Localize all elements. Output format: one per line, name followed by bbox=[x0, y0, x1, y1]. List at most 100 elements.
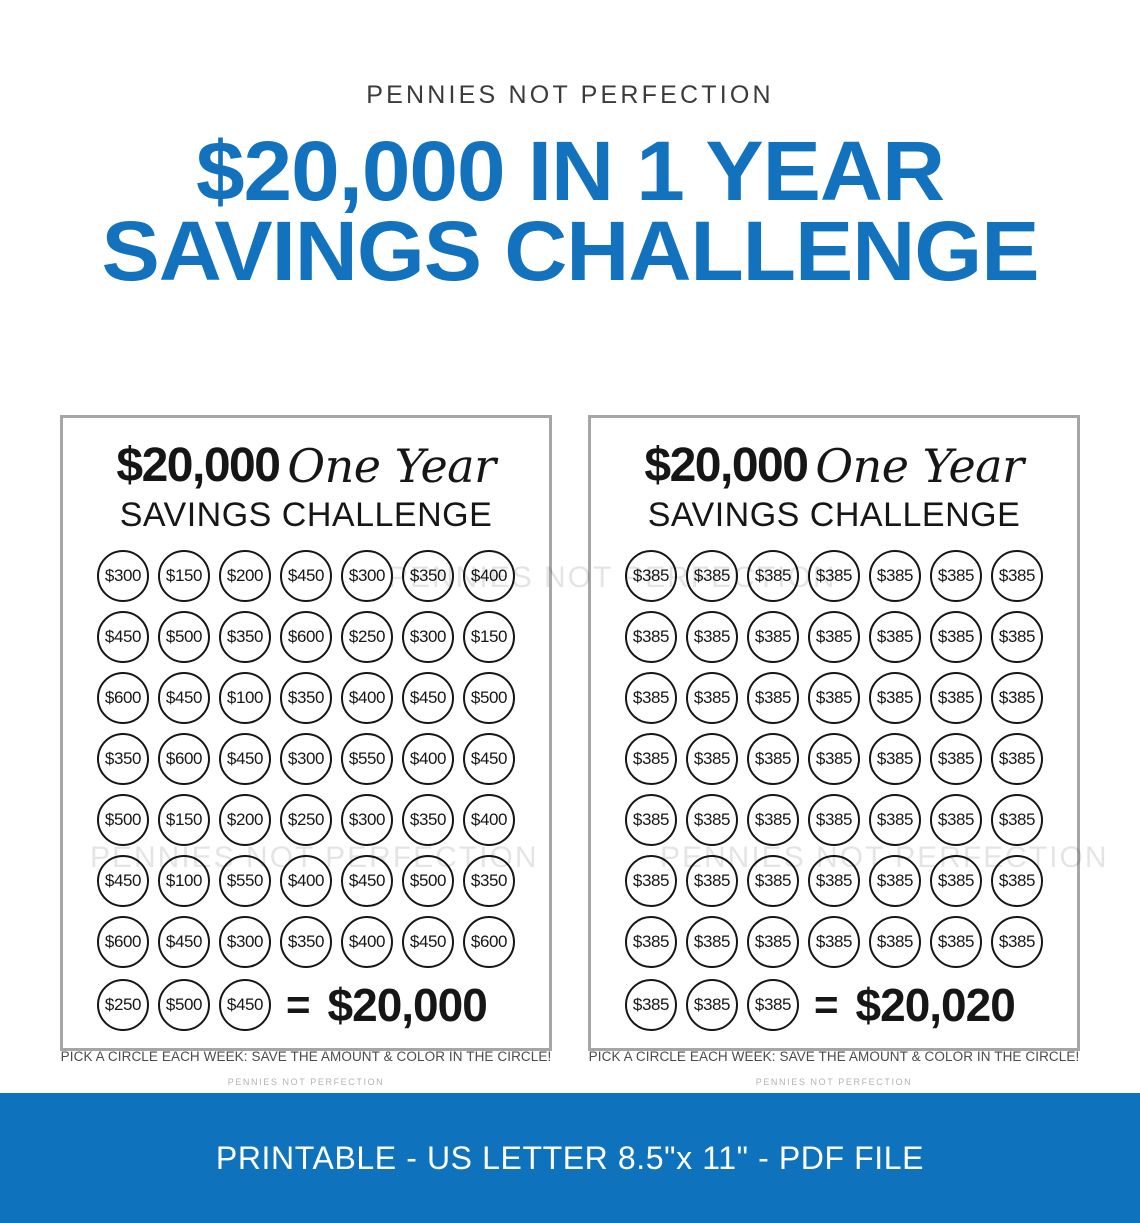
savings-circle[interactable]: $350 bbox=[219, 611, 271, 663]
savings-circle[interactable]: $300 bbox=[280, 733, 332, 785]
savings-circle[interactable]: $385 bbox=[869, 855, 921, 907]
savings-circle[interactable]: $385 bbox=[930, 916, 982, 968]
savings-circle[interactable]: $385 bbox=[991, 916, 1043, 968]
savings-circle[interactable]: $385 bbox=[869, 916, 921, 968]
savings-circle[interactable]: $600 bbox=[280, 611, 332, 663]
savings-circle[interactable]: $500 bbox=[97, 794, 149, 846]
savings-circle[interactable]: $385 bbox=[625, 794, 677, 846]
savings-circle[interactable]: $385 bbox=[625, 672, 677, 724]
savings-circle[interactable]: $450 bbox=[402, 672, 454, 724]
savings-circle[interactable]: $300 bbox=[219, 916, 271, 968]
savings-circle[interactable]: $450 bbox=[97, 855, 149, 907]
savings-circle[interactable]: $385 bbox=[747, 916, 799, 968]
savings-circle[interactable]: $450 bbox=[158, 916, 210, 968]
savings-circle[interactable]: $450 bbox=[219, 733, 271, 785]
savings-circle[interactable]: $600 bbox=[97, 672, 149, 724]
savings-circle[interactable]: $385 bbox=[686, 979, 738, 1031]
savings-circle[interactable]: $300 bbox=[402, 611, 454, 663]
savings-circle[interactable]: $385 bbox=[808, 855, 860, 907]
savings-circle[interactable]: $550 bbox=[219, 855, 271, 907]
savings-circle[interactable]: $385 bbox=[869, 733, 921, 785]
savings-circle[interactable]: $385 bbox=[747, 733, 799, 785]
savings-circle[interactable]: $385 bbox=[991, 672, 1043, 724]
savings-circle[interactable]: $250 bbox=[341, 611, 393, 663]
savings-circle[interactable]: $500 bbox=[402, 855, 454, 907]
savings-circle[interactable]: $350 bbox=[402, 794, 454, 846]
savings-circle[interactable]: $450 bbox=[463, 733, 515, 785]
savings-circle[interactable]: $150 bbox=[158, 550, 210, 602]
savings-circle[interactable]: $385 bbox=[747, 672, 799, 724]
savings-circle[interactable]: $550 bbox=[341, 733, 393, 785]
savings-circle[interactable]: $385 bbox=[625, 733, 677, 785]
savings-circle[interactable]: $385 bbox=[808, 794, 860, 846]
savings-circle[interactable]: $385 bbox=[930, 855, 982, 907]
savings-circle[interactable]: $385 bbox=[869, 611, 921, 663]
savings-circle[interactable]: $400 bbox=[463, 550, 515, 602]
savings-circle[interactable]: $400 bbox=[280, 855, 332, 907]
savings-circle[interactable]: $385 bbox=[991, 611, 1043, 663]
savings-circle[interactable]: $385 bbox=[747, 979, 799, 1031]
savings-circle[interactable]: $450 bbox=[341, 855, 393, 907]
savings-circle[interactable]: $385 bbox=[625, 916, 677, 968]
savings-circle[interactable]: $300 bbox=[97, 550, 149, 602]
savings-circle[interactable]: $500 bbox=[158, 979, 210, 1031]
savings-circle[interactable]: $100 bbox=[158, 855, 210, 907]
savings-circle[interactable]: $385 bbox=[808, 672, 860, 724]
savings-circle[interactable]: $350 bbox=[402, 550, 454, 602]
savings-circle[interactable]: $385 bbox=[686, 855, 738, 907]
savings-circle[interactable]: $385 bbox=[625, 550, 677, 602]
savings-circle[interactable]: $600 bbox=[463, 916, 515, 968]
printable-sheet-right[interactable]: $20,000 One Year SAVINGS CHALLENGE $385 $… bbox=[588, 415, 1080, 1087]
savings-circle[interactable]: $400 bbox=[341, 672, 393, 724]
savings-circle[interactable]: $150 bbox=[463, 611, 515, 663]
savings-circle[interactable]: $450 bbox=[97, 611, 149, 663]
savings-circle[interactable]: $385 bbox=[747, 611, 799, 663]
savings-circle[interactable]: $200 bbox=[219, 794, 271, 846]
savings-circle[interactable]: $385 bbox=[930, 550, 982, 602]
savings-circle[interactable]: $385 bbox=[686, 550, 738, 602]
savings-circle[interactable]: $385 bbox=[991, 733, 1043, 785]
savings-circle[interactable]: $385 bbox=[808, 733, 860, 785]
savings-circle[interactable]: $200 bbox=[219, 550, 271, 602]
savings-circle[interactable]: $385 bbox=[808, 550, 860, 602]
printable-sheet-left[interactable]: $20,000 One Year SAVINGS CHALLENGE $300 $… bbox=[60, 415, 552, 1087]
savings-circle[interactable]: $385 bbox=[625, 855, 677, 907]
savings-circle[interactable]: $385 bbox=[869, 550, 921, 602]
savings-circle[interactable]: $385 bbox=[808, 916, 860, 968]
savings-circle[interactable]: $350 bbox=[463, 855, 515, 907]
savings-circle[interactable]: $150 bbox=[158, 794, 210, 846]
savings-circle[interactable]: $385 bbox=[625, 979, 677, 1031]
savings-circle[interactable]: $385 bbox=[991, 550, 1043, 602]
savings-circle[interactable]: $385 bbox=[686, 733, 738, 785]
savings-circle[interactable]: $400 bbox=[402, 733, 454, 785]
savings-circle[interactable]: $385 bbox=[991, 794, 1043, 846]
savings-circle[interactable]: $385 bbox=[686, 916, 738, 968]
savings-circle[interactable]: $500 bbox=[463, 672, 515, 724]
savings-circle[interactable]: $400 bbox=[463, 794, 515, 846]
savings-circle[interactable]: $450 bbox=[280, 550, 332, 602]
savings-circle[interactable]: $250 bbox=[97, 979, 149, 1031]
savings-circle[interactable]: $385 bbox=[808, 611, 860, 663]
savings-circle[interactable]: $500 bbox=[158, 611, 210, 663]
savings-circle[interactable]: $385 bbox=[747, 794, 799, 846]
savings-circle[interactable]: $385 bbox=[991, 855, 1043, 907]
savings-circle[interactable]: $450 bbox=[402, 916, 454, 968]
savings-circle[interactable]: $450 bbox=[158, 672, 210, 724]
savings-circle[interactable]: $385 bbox=[686, 672, 738, 724]
savings-circle[interactable]: $300 bbox=[341, 550, 393, 602]
savings-circle[interactable]: $250 bbox=[280, 794, 332, 846]
savings-circle[interactable]: $385 bbox=[747, 550, 799, 602]
savings-circle[interactable]: $385 bbox=[930, 794, 982, 846]
savings-circle[interactable]: $100 bbox=[219, 672, 271, 724]
savings-circle[interactable]: $385 bbox=[747, 855, 799, 907]
savings-circle[interactable]: $385 bbox=[930, 672, 982, 724]
savings-circle[interactable]: $450 bbox=[219, 979, 271, 1031]
savings-circle[interactable]: $300 bbox=[341, 794, 393, 846]
savings-circle[interactable]: $385 bbox=[625, 611, 677, 663]
savings-circle[interactable]: $350 bbox=[280, 672, 332, 724]
savings-circle[interactable]: $385 bbox=[686, 611, 738, 663]
savings-circle[interactable]: $350 bbox=[280, 916, 332, 968]
savings-circle[interactable]: $385 bbox=[869, 672, 921, 724]
savings-circle[interactable]: $385 bbox=[686, 794, 738, 846]
savings-circle[interactable]: $600 bbox=[97, 916, 149, 968]
